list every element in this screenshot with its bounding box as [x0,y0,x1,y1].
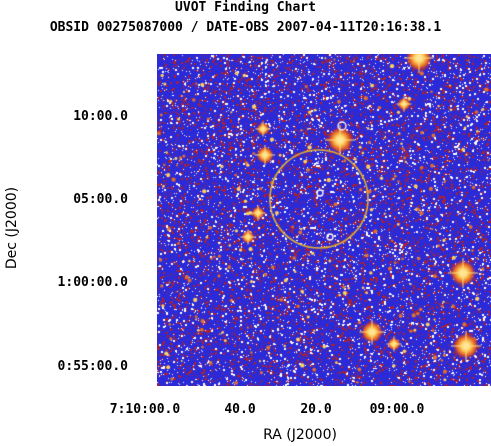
y-tick-label: 05:00.0 [73,192,128,207]
y-tick-label: 1:00:00.0 [57,275,128,290]
x-tick-label: 20.0 [300,402,332,417]
chart-subtitle: OBSID 00275087000 / DATE-OBS 2007-04-11T… [49,20,442,35]
y-tick-label: 0:55:00.0 [57,359,128,374]
y-axis-label: Dec (J2000) [4,186,20,270]
x-axis-label: RA (J2000) [263,427,337,443]
finding-chart-image [157,54,491,386]
y-tick-label: 10:00.0 [73,109,128,124]
x-tick-label: 09:00.0 [369,402,425,417]
x-tick-label: 7:10:00.0 [109,402,181,417]
chart-title: UVOT Finding Chart [175,0,316,15]
x-tick-label: 40.0 [224,402,256,417]
